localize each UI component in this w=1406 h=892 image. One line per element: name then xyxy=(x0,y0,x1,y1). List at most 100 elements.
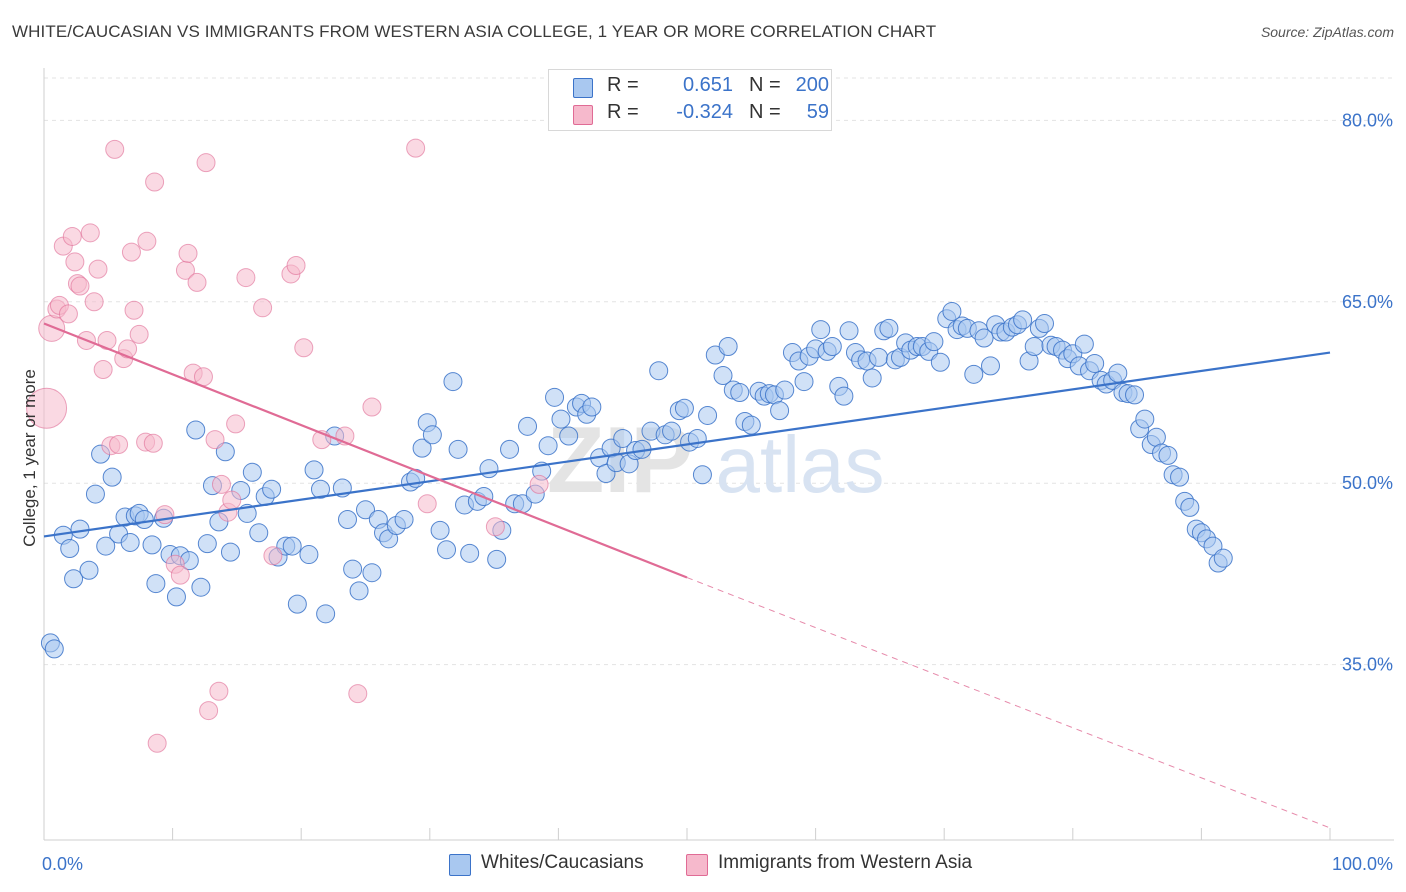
point-immigrants xyxy=(62,226,82,246)
point-whites xyxy=(412,438,432,458)
point-whites xyxy=(460,543,480,563)
legend-swatch-whites xyxy=(573,78,593,98)
point-whites xyxy=(811,320,831,340)
point-whites xyxy=(79,560,99,580)
point-immigrants xyxy=(236,268,256,288)
point-whites xyxy=(718,337,738,357)
point-whites xyxy=(794,372,814,392)
point-whites xyxy=(741,415,761,435)
point-immigrants xyxy=(88,259,108,279)
point-whites xyxy=(337,509,357,529)
point-whites xyxy=(96,536,116,556)
point-immigrants xyxy=(211,474,231,494)
point-immigrants xyxy=(406,138,426,158)
point-immigrants xyxy=(84,292,104,312)
y-tick-label: 80.0% xyxy=(1342,110,1393,130)
r-label: R = xyxy=(607,74,639,96)
point-whites xyxy=(120,532,140,552)
point-whites xyxy=(1125,385,1145,405)
point-immigrants xyxy=(65,252,85,272)
point-immigrants xyxy=(105,139,125,159)
stats-legend: R = 0.651 N = 200 R = -0.324 N = 59 xyxy=(548,69,832,131)
point-whites xyxy=(613,428,633,448)
point-whites xyxy=(102,467,122,487)
point-whites xyxy=(1013,310,1033,330)
point-immigrants xyxy=(80,223,100,243)
point-whites xyxy=(649,361,669,381)
point-immigrants xyxy=(199,701,219,721)
point-immigrants xyxy=(263,546,283,566)
point-immigrants xyxy=(58,304,78,324)
point-whites xyxy=(545,387,565,407)
point-whites xyxy=(249,523,269,543)
watermark-atlas: atlas xyxy=(716,420,885,509)
point-whites xyxy=(242,462,262,482)
point-whites xyxy=(1074,334,1094,354)
point-whites xyxy=(559,426,579,446)
point-whites xyxy=(775,380,795,400)
point-immigrants xyxy=(118,339,138,359)
point-whites xyxy=(430,520,450,540)
point-immigrants xyxy=(209,681,229,701)
point-whites xyxy=(362,563,382,583)
n-value: 59 xyxy=(806,101,829,123)
point-whites xyxy=(60,539,80,559)
point-whites xyxy=(662,421,682,441)
point-whites xyxy=(924,332,944,352)
point-whites xyxy=(310,479,330,499)
point-whites xyxy=(980,356,1000,376)
point-whites xyxy=(146,574,166,594)
y-tick-label: 65.0% xyxy=(1342,292,1393,312)
point-immigrants xyxy=(147,733,167,753)
point-immigrants xyxy=(226,414,246,434)
point-whites xyxy=(142,535,162,555)
point-whites xyxy=(304,460,324,480)
trendline-immigrants xyxy=(43,322,688,579)
n-label: N = xyxy=(749,101,781,123)
point-whites xyxy=(942,301,962,321)
point-whites xyxy=(487,549,507,569)
point-immigrants xyxy=(26,387,68,429)
point-whites xyxy=(191,577,211,597)
point-whites xyxy=(220,542,240,562)
point-whites xyxy=(713,366,733,386)
point-immigrants xyxy=(529,474,549,494)
tick-labels: 35.0% 50.0% 65.0% 80.0% 0.0% 100.0% xyxy=(42,110,1393,874)
y-tick-label: 35.0% xyxy=(1342,655,1393,675)
point-whites xyxy=(437,540,457,560)
point-whites xyxy=(64,569,84,589)
series-legend: Whites/Caucasians Immigrants from Wester… xyxy=(0,852,1406,878)
point-immigrants xyxy=(178,243,198,263)
point-whites xyxy=(343,559,363,579)
point-whites xyxy=(1180,497,1200,517)
point-immigrants xyxy=(205,430,225,450)
point-whites xyxy=(443,372,463,392)
point-whites xyxy=(299,545,319,565)
point-immigrants xyxy=(70,276,90,296)
trendline-immigrants-extension xyxy=(686,577,1331,829)
point-whites xyxy=(85,484,105,504)
point-whites xyxy=(834,386,854,406)
point-whites xyxy=(879,318,899,338)
point-immigrants xyxy=(348,684,368,704)
point-immigrants xyxy=(93,359,113,379)
point-whites xyxy=(839,321,859,341)
point-whites xyxy=(166,587,186,607)
point-immigrants xyxy=(222,490,242,510)
y-tick-label: 50.0% xyxy=(1342,473,1393,493)
point-immigrants xyxy=(196,153,216,173)
point-whites xyxy=(356,500,375,520)
point-whites xyxy=(822,337,842,357)
legend-label-immigrants: Immigrants from Western Asia xyxy=(718,852,973,873)
point-whites xyxy=(1135,409,1155,429)
point-whites xyxy=(582,397,602,417)
r-value: -0.324 xyxy=(676,101,733,123)
point-immigrants xyxy=(286,255,306,275)
point-immigrants xyxy=(362,397,382,417)
source-label: Source: ZipAtlas.com xyxy=(1260,24,1394,40)
point-immigrants xyxy=(170,565,190,585)
x-tick-label-max: 100.0% xyxy=(1332,854,1393,874)
axes xyxy=(43,68,1394,841)
point-whites xyxy=(479,459,499,479)
